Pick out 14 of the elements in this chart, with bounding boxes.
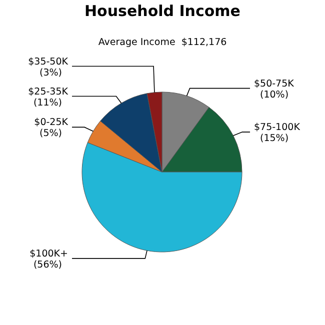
chart-title: Household Income (84, 2, 240, 20)
slice-label: $75-100K (254, 122, 301, 134)
data-label: (56%) (33, 259, 62, 270)
slice-label: $100K+ (30, 248, 68, 260)
slice-label: $25-35K (28, 86, 69, 98)
data-label: (5%) (40, 128, 62, 140)
data-label: (15%) (260, 133, 289, 144)
chart-subtitle: Average Income $112,176 (98, 37, 227, 48)
slice-label: $50-75K (254, 78, 295, 90)
data-label: (11%) (33, 97, 62, 108)
slice-label: $35-50K (28, 56, 69, 68)
slice-label: $0-25K (34, 117, 69, 128)
data-label: (3%) (40, 67, 62, 78)
data-label: (10%) (260, 89, 289, 100)
